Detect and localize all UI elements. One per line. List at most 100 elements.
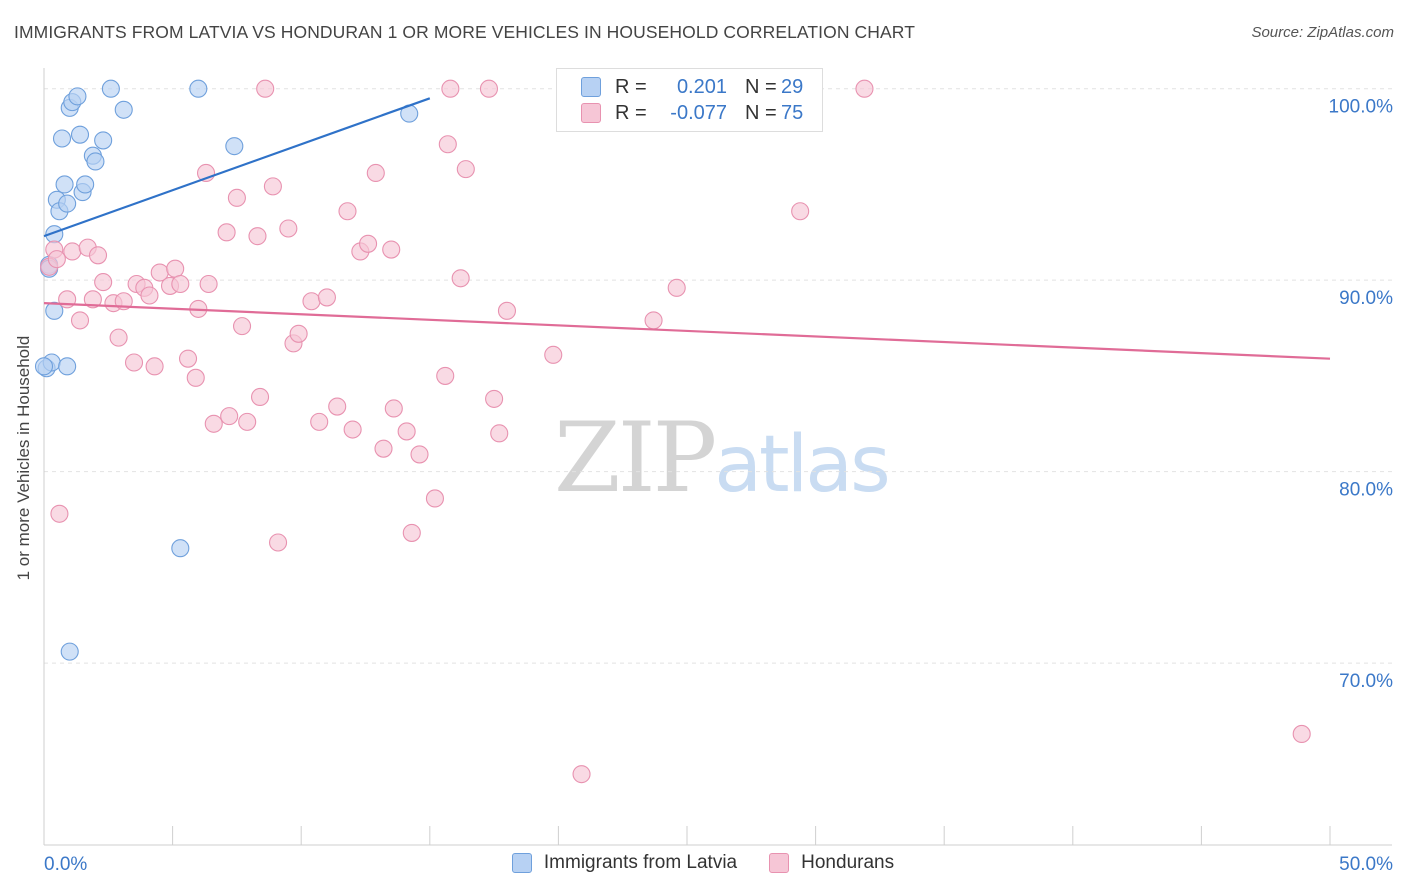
watermark: ZIPatlas xyxy=(554,402,891,514)
data-point xyxy=(238,412,257,431)
watermark-atlas: atlas xyxy=(714,420,890,510)
source-label: Source: ZipAtlas.com xyxy=(1251,24,1394,41)
tick-labels: 100.0% 90.0% 80.0% 70.0% 0.0% 50.0% xyxy=(44,97,1393,875)
data-point xyxy=(220,407,239,426)
legend-swatch-latvia xyxy=(581,77,601,97)
data-point xyxy=(70,125,90,144)
data-point xyxy=(451,269,470,288)
legend-r-label: R = xyxy=(615,75,647,98)
data-point xyxy=(256,79,275,98)
data-point xyxy=(114,100,133,119)
series-legend: Immigrants from Latvia Hondurans xyxy=(0,852,1406,874)
data-point xyxy=(171,274,190,294)
y-tick-label: 100.0% xyxy=(1329,97,1394,118)
legend-r-value: -0.077 xyxy=(670,101,727,124)
data-point xyxy=(328,397,347,416)
legend-label-latvia: Immigrants from Latvia xyxy=(543,852,738,873)
data-point xyxy=(382,240,401,259)
y-tick-label: 80.0% xyxy=(1339,480,1393,501)
x-tick-label: 50.0% xyxy=(1339,854,1393,875)
data-point xyxy=(50,504,69,523)
data-point xyxy=(359,234,378,253)
legend-r-value: 0.201 xyxy=(676,75,727,98)
data-point xyxy=(124,353,144,372)
data-point xyxy=(217,223,236,242)
legend-swatch-honduran xyxy=(581,103,601,123)
data-point xyxy=(186,368,205,387)
stats-legend: R = 0.201 N = 29 R = -0.077 N = 75 xyxy=(556,68,823,132)
x-tick-label: 0.0% xyxy=(44,854,87,875)
data-point xyxy=(47,250,66,269)
data-point xyxy=(302,292,321,311)
legend-row-honduran: R = -0.077 N = 75 xyxy=(581,101,803,125)
data-point xyxy=(140,286,159,305)
legend-swatch-honduran xyxy=(769,853,790,873)
data-point xyxy=(497,301,517,320)
legend-label-honduran: Hondurans xyxy=(801,852,895,873)
data-point xyxy=(248,227,267,246)
data-point xyxy=(374,439,393,458)
data-point xyxy=(76,175,95,194)
data-point xyxy=(667,278,686,297)
watermark-zip: ZIP xyxy=(554,402,717,514)
data-point xyxy=(384,399,403,418)
gridlines xyxy=(44,88,1392,664)
data-point xyxy=(199,274,218,294)
data-point xyxy=(94,131,113,150)
data-point xyxy=(189,79,208,98)
data-point xyxy=(1292,724,1311,744)
trend-lines xyxy=(43,97,1331,360)
data-point xyxy=(402,523,421,542)
data-point xyxy=(60,642,79,661)
data-point xyxy=(63,242,82,261)
data-point xyxy=(145,357,164,376)
data-point xyxy=(58,194,77,213)
data-point xyxy=(855,79,874,98)
data-point xyxy=(52,129,72,148)
legend-n-label: N = xyxy=(745,75,777,98)
data-point xyxy=(456,160,475,179)
data-point xyxy=(86,152,105,171)
data-point xyxy=(232,317,252,336)
data-point xyxy=(88,246,108,265)
legend-swatch-latvia xyxy=(511,853,532,873)
data-point xyxy=(263,177,282,196)
data-point xyxy=(310,412,329,431)
data-point xyxy=(317,288,336,307)
data-point xyxy=(45,301,64,320)
data-point xyxy=(55,175,74,194)
series-honduran-points xyxy=(40,79,1311,784)
data-point xyxy=(227,188,246,207)
data-point xyxy=(490,424,509,443)
y-axis-label: 1 or more Vehicles in Household xyxy=(14,335,33,581)
data-point xyxy=(70,311,90,330)
data-point xyxy=(250,387,270,407)
data-point xyxy=(166,259,185,278)
data-point xyxy=(83,290,102,309)
data-point xyxy=(289,324,308,343)
trend-line xyxy=(43,302,1331,360)
data-point xyxy=(410,445,429,464)
data-point xyxy=(479,79,499,98)
legend-n-label: N = xyxy=(745,101,777,124)
data-point xyxy=(94,273,113,292)
data-point xyxy=(338,202,357,221)
legend-n-value: 29 xyxy=(781,75,804,98)
legend-item-honduran[interactable]: Hondurans xyxy=(769,852,894,874)
data-point xyxy=(34,357,54,376)
data-point xyxy=(279,219,298,238)
legend-item-latvia[interactable]: Immigrants from Latvia xyxy=(511,852,738,874)
legend-n-value: 75 xyxy=(781,101,804,124)
data-point xyxy=(441,79,460,98)
data-point xyxy=(791,202,810,221)
series-latvia-points xyxy=(34,79,419,661)
y-tick-label: 70.0% xyxy=(1339,671,1393,692)
data-point xyxy=(572,765,591,784)
data-point xyxy=(109,328,128,347)
data-point xyxy=(269,533,288,552)
data-point xyxy=(438,135,457,154)
data-point xyxy=(68,87,87,106)
data-point xyxy=(58,357,77,376)
data-point xyxy=(225,137,244,156)
